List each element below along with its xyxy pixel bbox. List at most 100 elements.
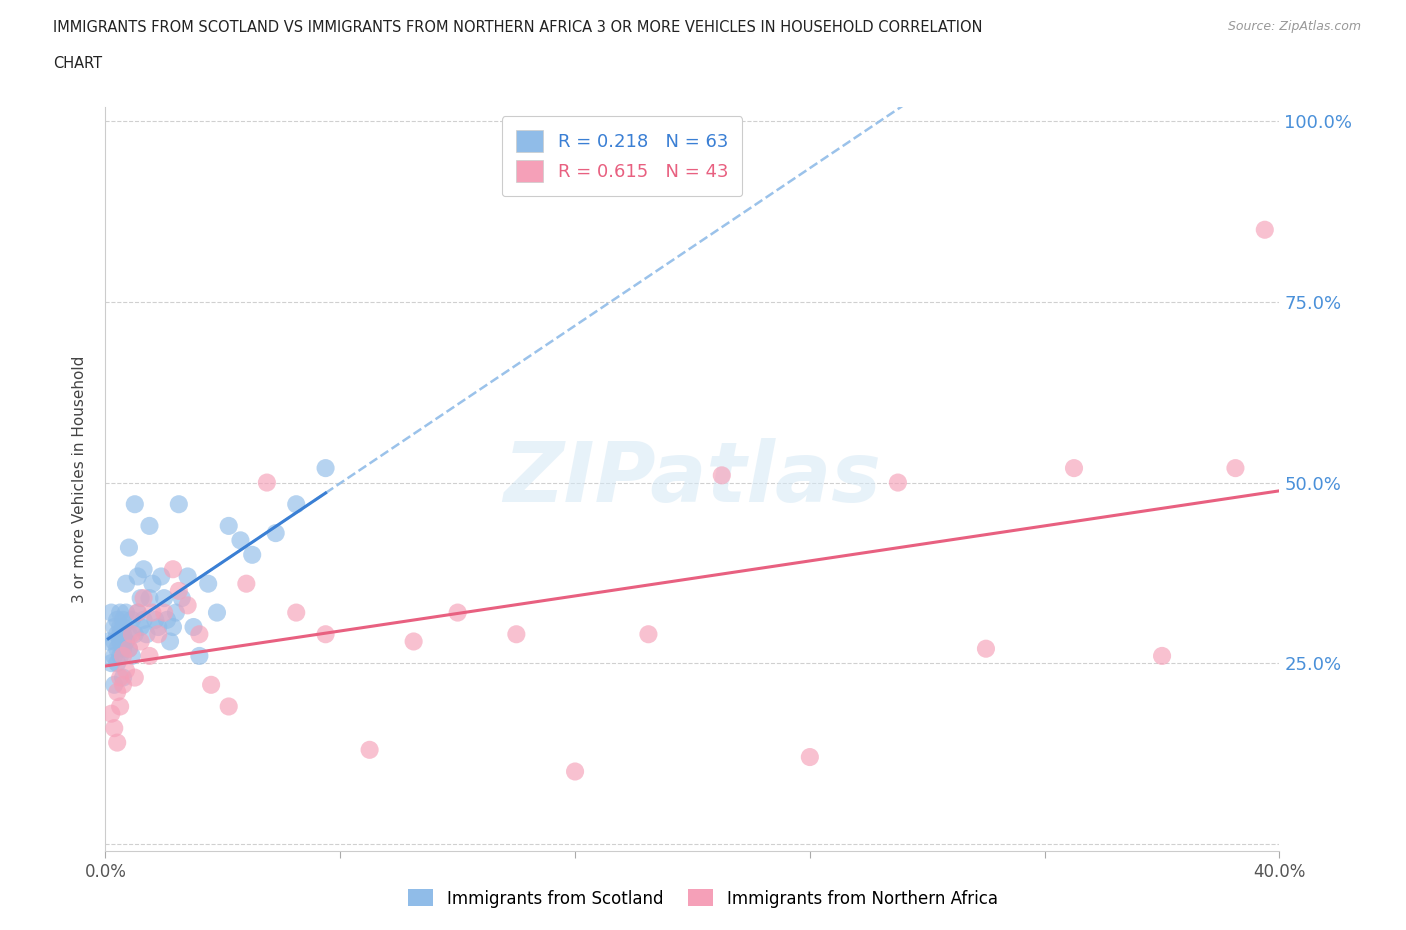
Text: IMMIGRANTS FROM SCOTLAND VS IMMIGRANTS FROM NORTHERN AFRICA 3 OR MORE VEHICLES I: IMMIGRANTS FROM SCOTLAND VS IMMIGRANTS F… bbox=[53, 20, 983, 35]
Point bbox=[105, 656, 128, 671]
Point bbox=[799, 750, 821, 764]
Point bbox=[129, 619, 152, 634]
Point bbox=[162, 619, 184, 634]
Point bbox=[447, 605, 470, 620]
Point bbox=[124, 671, 146, 685]
Point bbox=[264, 525, 287, 540]
Point bbox=[105, 735, 128, 750]
Point bbox=[162, 562, 184, 577]
Point bbox=[115, 577, 138, 591]
Point bbox=[148, 627, 170, 642]
Point bbox=[315, 460, 337, 475]
Point bbox=[112, 677, 135, 692]
Point bbox=[129, 634, 152, 649]
Point bbox=[153, 591, 176, 605]
Point bbox=[1063, 460, 1085, 475]
Point bbox=[138, 648, 160, 663]
Point bbox=[218, 518, 240, 533]
Point bbox=[108, 619, 131, 634]
Point bbox=[127, 569, 149, 584]
Point bbox=[105, 612, 128, 627]
Point bbox=[153, 605, 176, 620]
Point bbox=[156, 612, 179, 627]
Point bbox=[118, 540, 141, 555]
Point bbox=[1254, 222, 1277, 237]
Legend: Immigrants from Scotland, Immigrants from Northern Africa: Immigrants from Scotland, Immigrants fro… bbox=[402, 883, 1004, 914]
Point bbox=[188, 627, 211, 642]
Point bbox=[1225, 460, 1247, 475]
Point bbox=[176, 569, 198, 584]
Point bbox=[188, 648, 211, 663]
Point bbox=[159, 634, 181, 649]
Point bbox=[103, 648, 125, 663]
Point bbox=[359, 742, 381, 757]
Point bbox=[118, 642, 141, 657]
Point bbox=[200, 677, 222, 692]
Point bbox=[165, 605, 187, 620]
Point bbox=[103, 677, 125, 692]
Text: ZIPatlas: ZIPatlas bbox=[503, 438, 882, 520]
Point bbox=[176, 598, 198, 613]
Point bbox=[167, 497, 190, 512]
Point bbox=[108, 605, 131, 620]
Point bbox=[183, 619, 205, 634]
Point bbox=[887, 475, 910, 490]
Point bbox=[256, 475, 278, 490]
Legend: R = 0.218   N = 63, R = 0.615   N = 43: R = 0.218 N = 63, R = 0.615 N = 43 bbox=[502, 116, 742, 196]
Point bbox=[197, 577, 219, 591]
Point bbox=[112, 648, 135, 663]
Point bbox=[108, 671, 131, 685]
Point bbox=[108, 699, 131, 714]
Point bbox=[710, 468, 733, 483]
Point bbox=[100, 706, 122, 721]
Point bbox=[124, 497, 146, 512]
Y-axis label: 3 or more Vehicles in Household: 3 or more Vehicles in Household bbox=[72, 355, 87, 603]
Point bbox=[229, 533, 252, 548]
Point bbox=[112, 627, 135, 642]
Point bbox=[97, 634, 120, 649]
Point bbox=[108, 627, 131, 642]
Point bbox=[1150, 648, 1173, 663]
Point bbox=[121, 648, 143, 663]
Point bbox=[505, 627, 527, 642]
Point bbox=[105, 627, 128, 642]
Point bbox=[150, 569, 173, 584]
Point bbox=[141, 605, 163, 620]
Point bbox=[974, 642, 997, 657]
Point bbox=[100, 656, 122, 671]
Point bbox=[121, 627, 143, 642]
Point bbox=[143, 612, 166, 627]
Point bbox=[100, 605, 122, 620]
Point bbox=[285, 497, 308, 512]
Point bbox=[132, 612, 155, 627]
Point bbox=[112, 619, 135, 634]
Point bbox=[637, 627, 659, 642]
Point bbox=[205, 605, 228, 620]
Point bbox=[118, 627, 141, 642]
Point bbox=[118, 642, 141, 657]
Point bbox=[108, 648, 131, 663]
Point bbox=[138, 518, 160, 533]
Point bbox=[285, 605, 308, 620]
Point bbox=[132, 562, 155, 577]
Point bbox=[127, 605, 149, 620]
Point bbox=[240, 548, 263, 563]
Point bbox=[170, 591, 193, 605]
Point bbox=[135, 627, 157, 642]
Text: Source: ZipAtlas.com: Source: ZipAtlas.com bbox=[1227, 20, 1361, 33]
Point bbox=[108, 634, 131, 649]
Point bbox=[103, 721, 125, 736]
Point bbox=[167, 583, 190, 598]
Point bbox=[138, 591, 160, 605]
Point bbox=[115, 663, 138, 678]
Point bbox=[115, 634, 138, 649]
Point bbox=[115, 605, 138, 620]
Text: CHART: CHART bbox=[53, 56, 103, 71]
Point bbox=[112, 612, 135, 627]
Point bbox=[218, 699, 240, 714]
Point bbox=[112, 642, 135, 657]
Point bbox=[402, 634, 425, 649]
Point bbox=[103, 619, 125, 634]
Point bbox=[105, 642, 128, 657]
Point bbox=[124, 627, 146, 642]
